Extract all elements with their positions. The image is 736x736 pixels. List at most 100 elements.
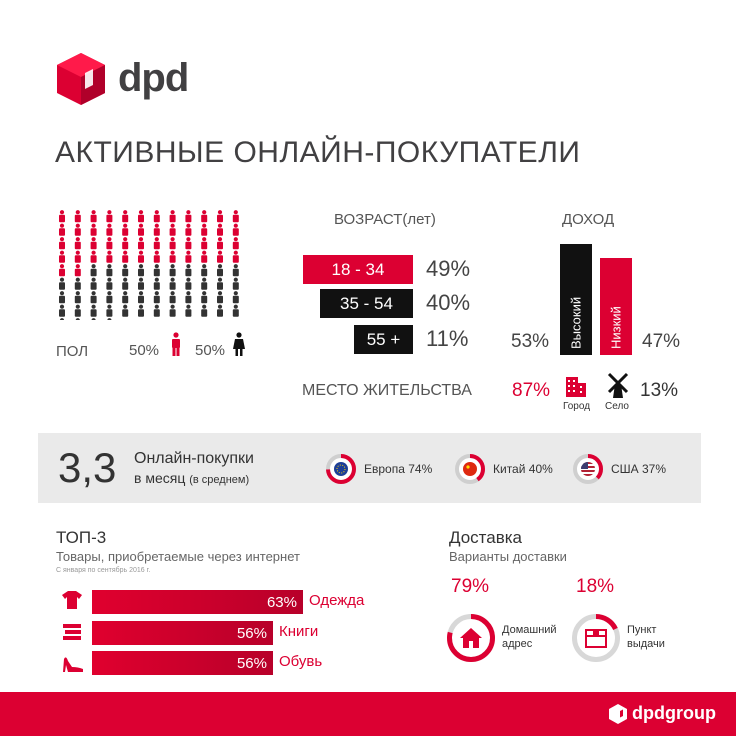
- age-pct-3: 11%: [426, 326, 469, 351]
- person-icon: [59, 237, 65, 250]
- windmill-icon: [607, 372, 629, 398]
- income-low-pct: 47%: [642, 331, 681, 352]
- person-icon: [232, 237, 239, 250]
- donut-value-arc: [573, 454, 603, 484]
- person-icon: [201, 250, 208, 263]
- person-icon: [122, 291, 129, 304]
- income-low-bar: Низкий: [600, 258, 632, 355]
- person-icon: [232, 210, 239, 223]
- person-icon: [122, 223, 129, 236]
- age-range-3: 55 +: [366, 329, 401, 349]
- person-icon: [232, 304, 239, 317]
- person-icon: [90, 210, 97, 223]
- person-icon: [185, 210, 192, 223]
- purchases-line2-note: (в среднем): [189, 474, 250, 486]
- person-icon: [169, 237, 176, 250]
- person-icon: [74, 304, 81, 317]
- person-icon: [74, 210, 81, 223]
- income-label: ДОХОД: [562, 211, 615, 228]
- person-icon: [106, 277, 113, 290]
- top3-pct-1: 63%: [266, 593, 297, 611]
- person-icon: [106, 264, 113, 277]
- person-icon: [232, 264, 239, 277]
- person-icon: [90, 223, 97, 236]
- person-icon: [106, 210, 113, 223]
- usa-label: США 37%: [611, 462, 667, 476]
- person-icon: [201, 277, 208, 290]
- tshirt-icon: [62, 591, 82, 609]
- purchases-line1: Онлайн-покупки: [134, 450, 254, 467]
- person-icon: [201, 291, 208, 304]
- person-icon: [169, 210, 176, 223]
- person-icon: [153, 264, 160, 277]
- person-icon: [138, 250, 144, 263]
- age-bar-18-34: 18 - 34: [303, 255, 413, 284]
- person-icon: [138, 304, 144, 317]
- person-icon: [106, 291, 113, 304]
- top3-label-3: Обувь: [279, 653, 323, 670]
- books-icon: [63, 624, 81, 640]
- person-icon: [106, 304, 113, 317]
- person-icon: [217, 210, 223, 223]
- person-icon: [232, 250, 239, 263]
- donut-value-arc: [447, 614, 495, 662]
- dpdgroup-cube-icon: [609, 704, 627, 724]
- top3-bar-books: 56%: [92, 621, 273, 645]
- footer-logo-text: dpdgroup: [632, 703, 716, 723]
- age-range-1: 18 - 34: [331, 259, 385, 279]
- delivery-home-line2: адрес: [502, 638, 533, 650]
- person-icon: [185, 250, 192, 263]
- person-icon: [74, 291, 81, 304]
- person-icon: [217, 277, 223, 290]
- person-icon: [122, 250, 129, 263]
- person-icon: [74, 264, 81, 277]
- delivery-title: Доставка: [449, 528, 523, 547]
- residence-label: МЕСТО ЖИТЕЛЬСТВА: [302, 382, 472, 399]
- person-icon: [59, 210, 65, 223]
- person-icon: [217, 223, 223, 236]
- person-icon: [201, 237, 208, 250]
- gender-label: ПОЛ: [56, 343, 89, 360]
- purchases-number: 3,3: [58, 444, 117, 491]
- person-icon: [122, 264, 129, 277]
- donut-value-arc: [572, 614, 620, 662]
- person-icon: [90, 237, 97, 250]
- person-icon: [201, 223, 208, 236]
- person-icon: [153, 291, 160, 304]
- age-bar-55-plus: 55 +: [354, 325, 413, 354]
- person-icon: [74, 223, 81, 236]
- top3-bar-clothes: 63%: [92, 590, 303, 614]
- person-icon: [59, 304, 65, 317]
- person-icon: [169, 250, 176, 263]
- village-pct: 13%: [640, 380, 679, 401]
- income-high-bar: Высокий: [560, 244, 592, 355]
- person-icon: [75, 318, 80, 320]
- income-low-label: Низкий: [608, 306, 624, 349]
- person-icon: [169, 291, 176, 304]
- top3-pct-2: 56%: [236, 624, 267, 642]
- person-icon: [217, 291, 223, 304]
- person-icon: [90, 264, 97, 277]
- age-bar-35-54: 35 - 54: [320, 289, 413, 318]
- person-icon: [59, 277, 65, 290]
- delivery-pickup-line1: Пункт: [627, 624, 657, 636]
- top3-subtitle: Товары, приобретаемые через интернет: [56, 549, 300, 564]
- top3-bar-shoes: 56%: [92, 651, 273, 675]
- house-icon: [460, 628, 482, 648]
- village-label: Село: [605, 401, 629, 412]
- person-icon: [122, 304, 129, 317]
- person-icon: [232, 291, 239, 304]
- parcel-icon: [585, 629, 607, 648]
- china-label: Китай 40%: [493, 462, 553, 476]
- delivery-home-pct: 79%: [451, 576, 490, 597]
- person-icon: [138, 223, 144, 236]
- purchases-line2: в месяц (в среднем): [134, 470, 249, 486]
- europe-label: Европа 74%: [364, 462, 433, 476]
- person-icon: [91, 318, 96, 320]
- top3-title: ТОП-3: [56, 528, 107, 547]
- person-icon: [138, 237, 144, 250]
- person-icon: [217, 304, 223, 317]
- person-icon: [201, 304, 208, 317]
- donut-value-arc: [326, 454, 356, 484]
- person-icon: [122, 237, 129, 250]
